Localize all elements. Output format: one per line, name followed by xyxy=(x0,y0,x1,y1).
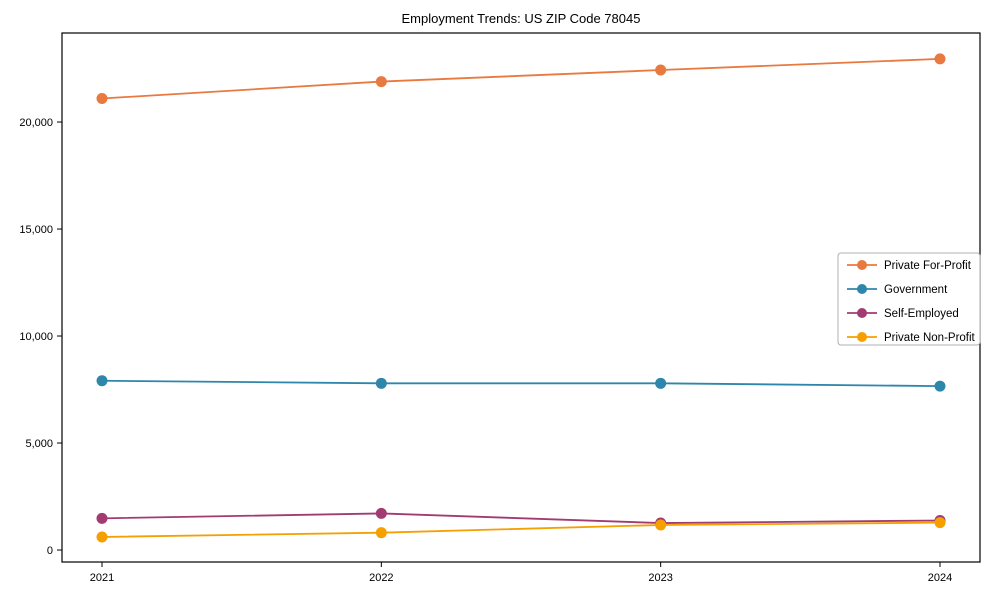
legend-label: Self-Employed xyxy=(884,308,959,320)
series-line xyxy=(101,512,941,524)
series-line xyxy=(101,57,941,100)
legend-box xyxy=(837,252,981,346)
legend-marker-icon xyxy=(857,308,867,318)
series-line xyxy=(101,379,941,387)
data-point-marker xyxy=(96,92,108,104)
data-point-marker xyxy=(655,64,667,76)
legend-label: Private Non-Profit xyxy=(884,332,976,344)
data-point-marker xyxy=(375,527,387,539)
legend-marker-icon xyxy=(857,284,867,294)
data-point-marker xyxy=(375,377,387,389)
data-point-marker xyxy=(934,53,946,65)
data-point-marker xyxy=(655,377,667,389)
series-line xyxy=(101,521,941,538)
x-tick-label: 2024 xyxy=(928,572,952,584)
data-point-marker xyxy=(655,519,667,531)
data-point-marker xyxy=(375,76,387,88)
y-tick-label: 15,000 xyxy=(19,224,53,236)
legend: Private For-Profit Government Self-Employe… xyxy=(837,252,981,346)
y-tick-label: 5,000 xyxy=(25,438,53,450)
x-tick-label: 2023 xyxy=(648,572,672,584)
x-tick-label: 2021 xyxy=(90,572,114,584)
y-tick-label: 20,000 xyxy=(19,117,53,129)
data-point-marker xyxy=(934,380,946,392)
y-tick-label: 10,000 xyxy=(19,331,53,343)
legend-marker-icon xyxy=(857,332,867,342)
legend-label: Government xyxy=(884,284,948,296)
y-tick-label: 0 xyxy=(47,545,53,557)
data-point-marker xyxy=(934,517,946,529)
data-point-marker xyxy=(96,375,108,387)
data-point-marker xyxy=(96,512,108,524)
data-point-marker xyxy=(375,507,387,519)
data-point-marker xyxy=(96,531,108,543)
x-tick-label: 2022 xyxy=(369,572,393,584)
legend-label: Private For-Profit xyxy=(884,260,972,272)
chart-title: Employment Trends: US ZIP Code 78045 xyxy=(401,11,641,26)
legend-marker-icon xyxy=(857,260,867,270)
